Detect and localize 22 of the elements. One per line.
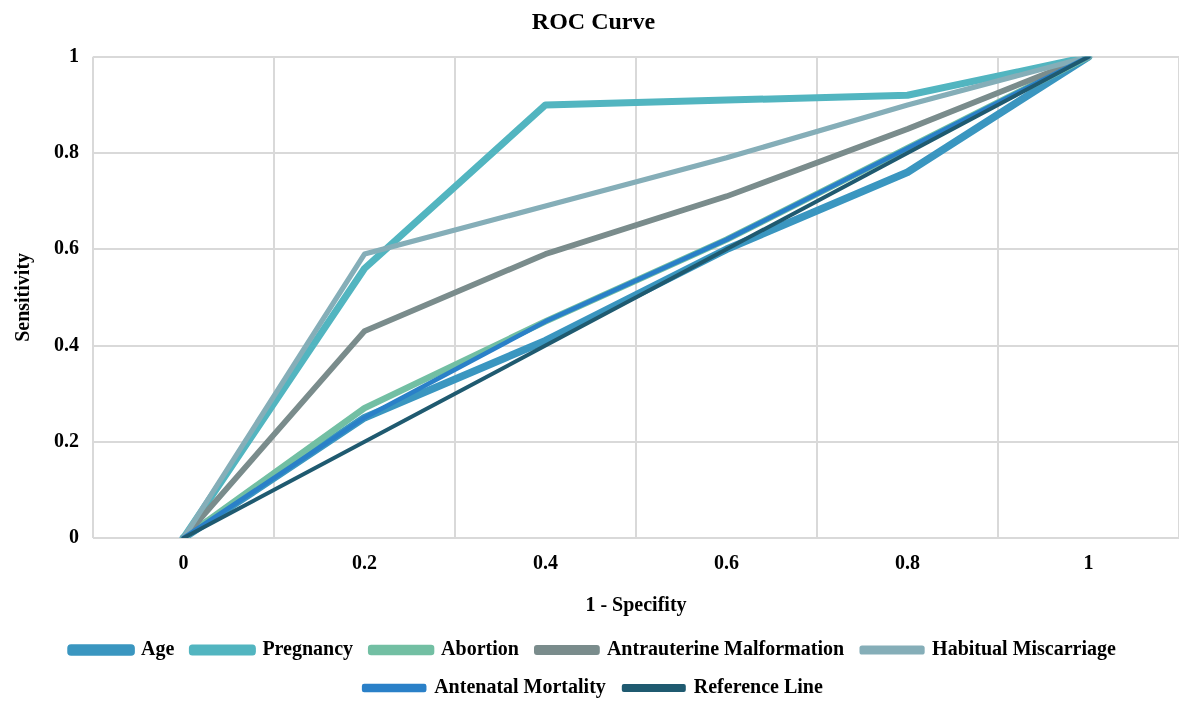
y-axis-title: Sensitivity — [11, 252, 35, 342]
legend-label: Abortion — [441, 637, 519, 660]
x-tick-label: 0.2 — [352, 551, 377, 574]
y-tick-label: 0.8 — [54, 140, 79, 163]
x-axis-title: 1 - Specifity — [585, 593, 687, 617]
legend-label: Antrauterine Malformation — [606, 637, 845, 660]
y-tick-label: 0 — [69, 525, 79, 548]
x-tick-label: 0.4 — [533, 551, 558, 574]
x-tick-label: 0.8 — [895, 551, 920, 574]
x-tick-label: 1 — [1083, 551, 1094, 574]
legend-label: Age — [141, 637, 175, 661]
chart-title: ROC Curve — [531, 7, 656, 34]
y-tick-label: 0.2 — [54, 428, 79, 451]
x-tick-label: 0.6 — [714, 551, 739, 574]
x-tick-label: 0 — [178, 551, 189, 574]
legend-label: Habitual Miscarriage — [932, 637, 1117, 661]
legend-label: Reference Line — [693, 675, 823, 698]
y-tick-label: 0.4 — [54, 332, 79, 355]
legend-label: Antenatal Mortality — [434, 675, 606, 699]
legend-label: Pregnancy — [262, 637, 354, 661]
y-tick-label: 0.6 — [54, 236, 79, 259]
y-tick-label: 1 — [69, 43, 79, 66]
